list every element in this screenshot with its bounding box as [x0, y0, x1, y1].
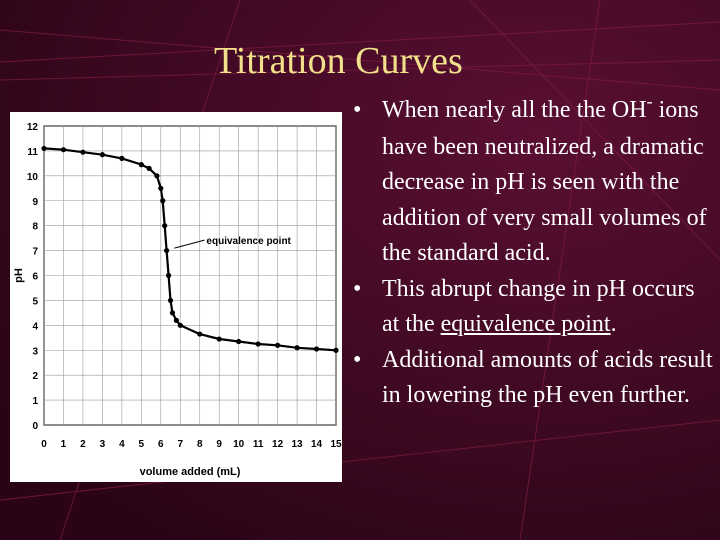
bullet-dot-icon: • [353, 97, 362, 123]
data-point [80, 149, 86, 155]
data-point [169, 310, 176, 316]
bullet-item: • When nearly all the the OH- ions have b… [353, 91, 715, 272]
data-point [158, 185, 164, 191]
y-tick-label: 3 [32, 346, 38, 357]
data-point [197, 331, 203, 337]
x-tick-label: 10 [233, 439, 245, 450]
y-tick-label: 4 [32, 321, 38, 332]
data-point [177, 322, 183, 328]
bullet-dot-icon: • [353, 346, 362, 373]
y-tick-label: 8 [32, 222, 38, 233]
data-point [294, 345, 300, 351]
data-point [138, 162, 144, 168]
bullet-item: • This abrupt change in pH occurs at the … [353, 272, 715, 343]
x-tick-label: 6 [158, 439, 164, 450]
data-point [173, 317, 179, 323]
x-tick-label: 1 [61, 439, 67, 450]
bullet-dot-icon: • [353, 275, 362, 302]
data-point [165, 272, 172, 279]
data-point [154, 173, 160, 179]
slide-title: Titration Curves [214, 40, 463, 82]
x-tick-label: 3 [100, 439, 106, 450]
data-point [313, 346, 320, 352]
data-point [99, 152, 105, 158]
data-point [162, 223, 168, 229]
data-point [216, 336, 222, 342]
equivalence-point-label: equivalence point [206, 236, 291, 247]
x-tick-labels: 0 1 2 3 4 5 6 7 8 9 10 11 12 13 14 15 [41, 439, 342, 450]
x-tick-label: 2 [80, 439, 86, 450]
x-tick-label: 12 [272, 439, 284, 450]
bullet-text-end: . [610, 311, 617, 337]
superscript-minus: - [646, 91, 653, 111]
data-point [164, 247, 170, 254]
data-point [146, 165, 152, 171]
x-tick-label: 8 [197, 439, 203, 450]
y-tick-label: 2 [32, 371, 38, 382]
bullet-text-continued: ions have been neutralized, a dramatic d… [382, 97, 707, 266]
data-point [236, 338, 242, 345]
y-tick-label: 0 [32, 421, 38, 432]
titration-curve-line [43, 147, 337, 352]
x-tick-label: 14 [311, 439, 323, 450]
data-point [167, 297, 174, 304]
x-axis-label: volume added (mL) [140, 466, 241, 478]
bullet-text: When nearly all the the OH [382, 97, 647, 123]
y-tick-label: 12 [27, 122, 39, 133]
bullet-list: • When nearly all the the OH- ions have b… [353, 91, 715, 414]
y-tick-label: 11 [27, 147, 38, 158]
y-tick-label: 9 [32, 197, 38, 208]
x-tick-label: 5 [139, 439, 145, 450]
data-point [255, 341, 261, 347]
bullet-text: This abrupt change in pH occurs at the [382, 275, 695, 338]
data-point [160, 198, 166, 204]
x-tick-label: 13 [292, 439, 304, 450]
y-axis-label: pH [13, 268, 25, 283]
x-tick-label: 11 [253, 439, 264, 450]
data-points [41, 145, 339, 353]
y-tick-label: 1 [32, 396, 38, 407]
data-point [60, 147, 67, 153]
chart-grid [43, 125, 337, 426]
x-tick-label: 4 [119, 439, 125, 450]
data-point [275, 342, 281, 348]
equivalence-point-leader [174, 239, 205, 249]
equivalence-point-link[interactable]: equivalence point [440, 311, 611, 337]
x-tick-label: 9 [216, 439, 222, 450]
y-tick-label: 5 [32, 296, 38, 307]
x-tick-label: 7 [177, 439, 183, 450]
x-tick-label: 0 [41, 439, 47, 450]
bullet-item: • Additional amounts of acids result in l… [353, 343, 715, 414]
titration-chart: 0 1 2 3 4 5 6 7 8 9 10 11 12 0 1 2 3 4 5 6 7 8 9 10 11 12 13 14 15 … [10, 112, 342, 482]
x-tick-label: 15 [330, 439, 342, 450]
bullet-text: Additional amounts of acids result in lo… [382, 346, 713, 409]
data-point [41, 145, 47, 152]
y-tick-label: 10 [27, 172, 39, 183]
data-point [119, 155, 125, 161]
y-tick-label: 7 [32, 247, 38, 258]
y-tick-label: 6 [32, 272, 38, 283]
data-point [333, 347, 339, 353]
